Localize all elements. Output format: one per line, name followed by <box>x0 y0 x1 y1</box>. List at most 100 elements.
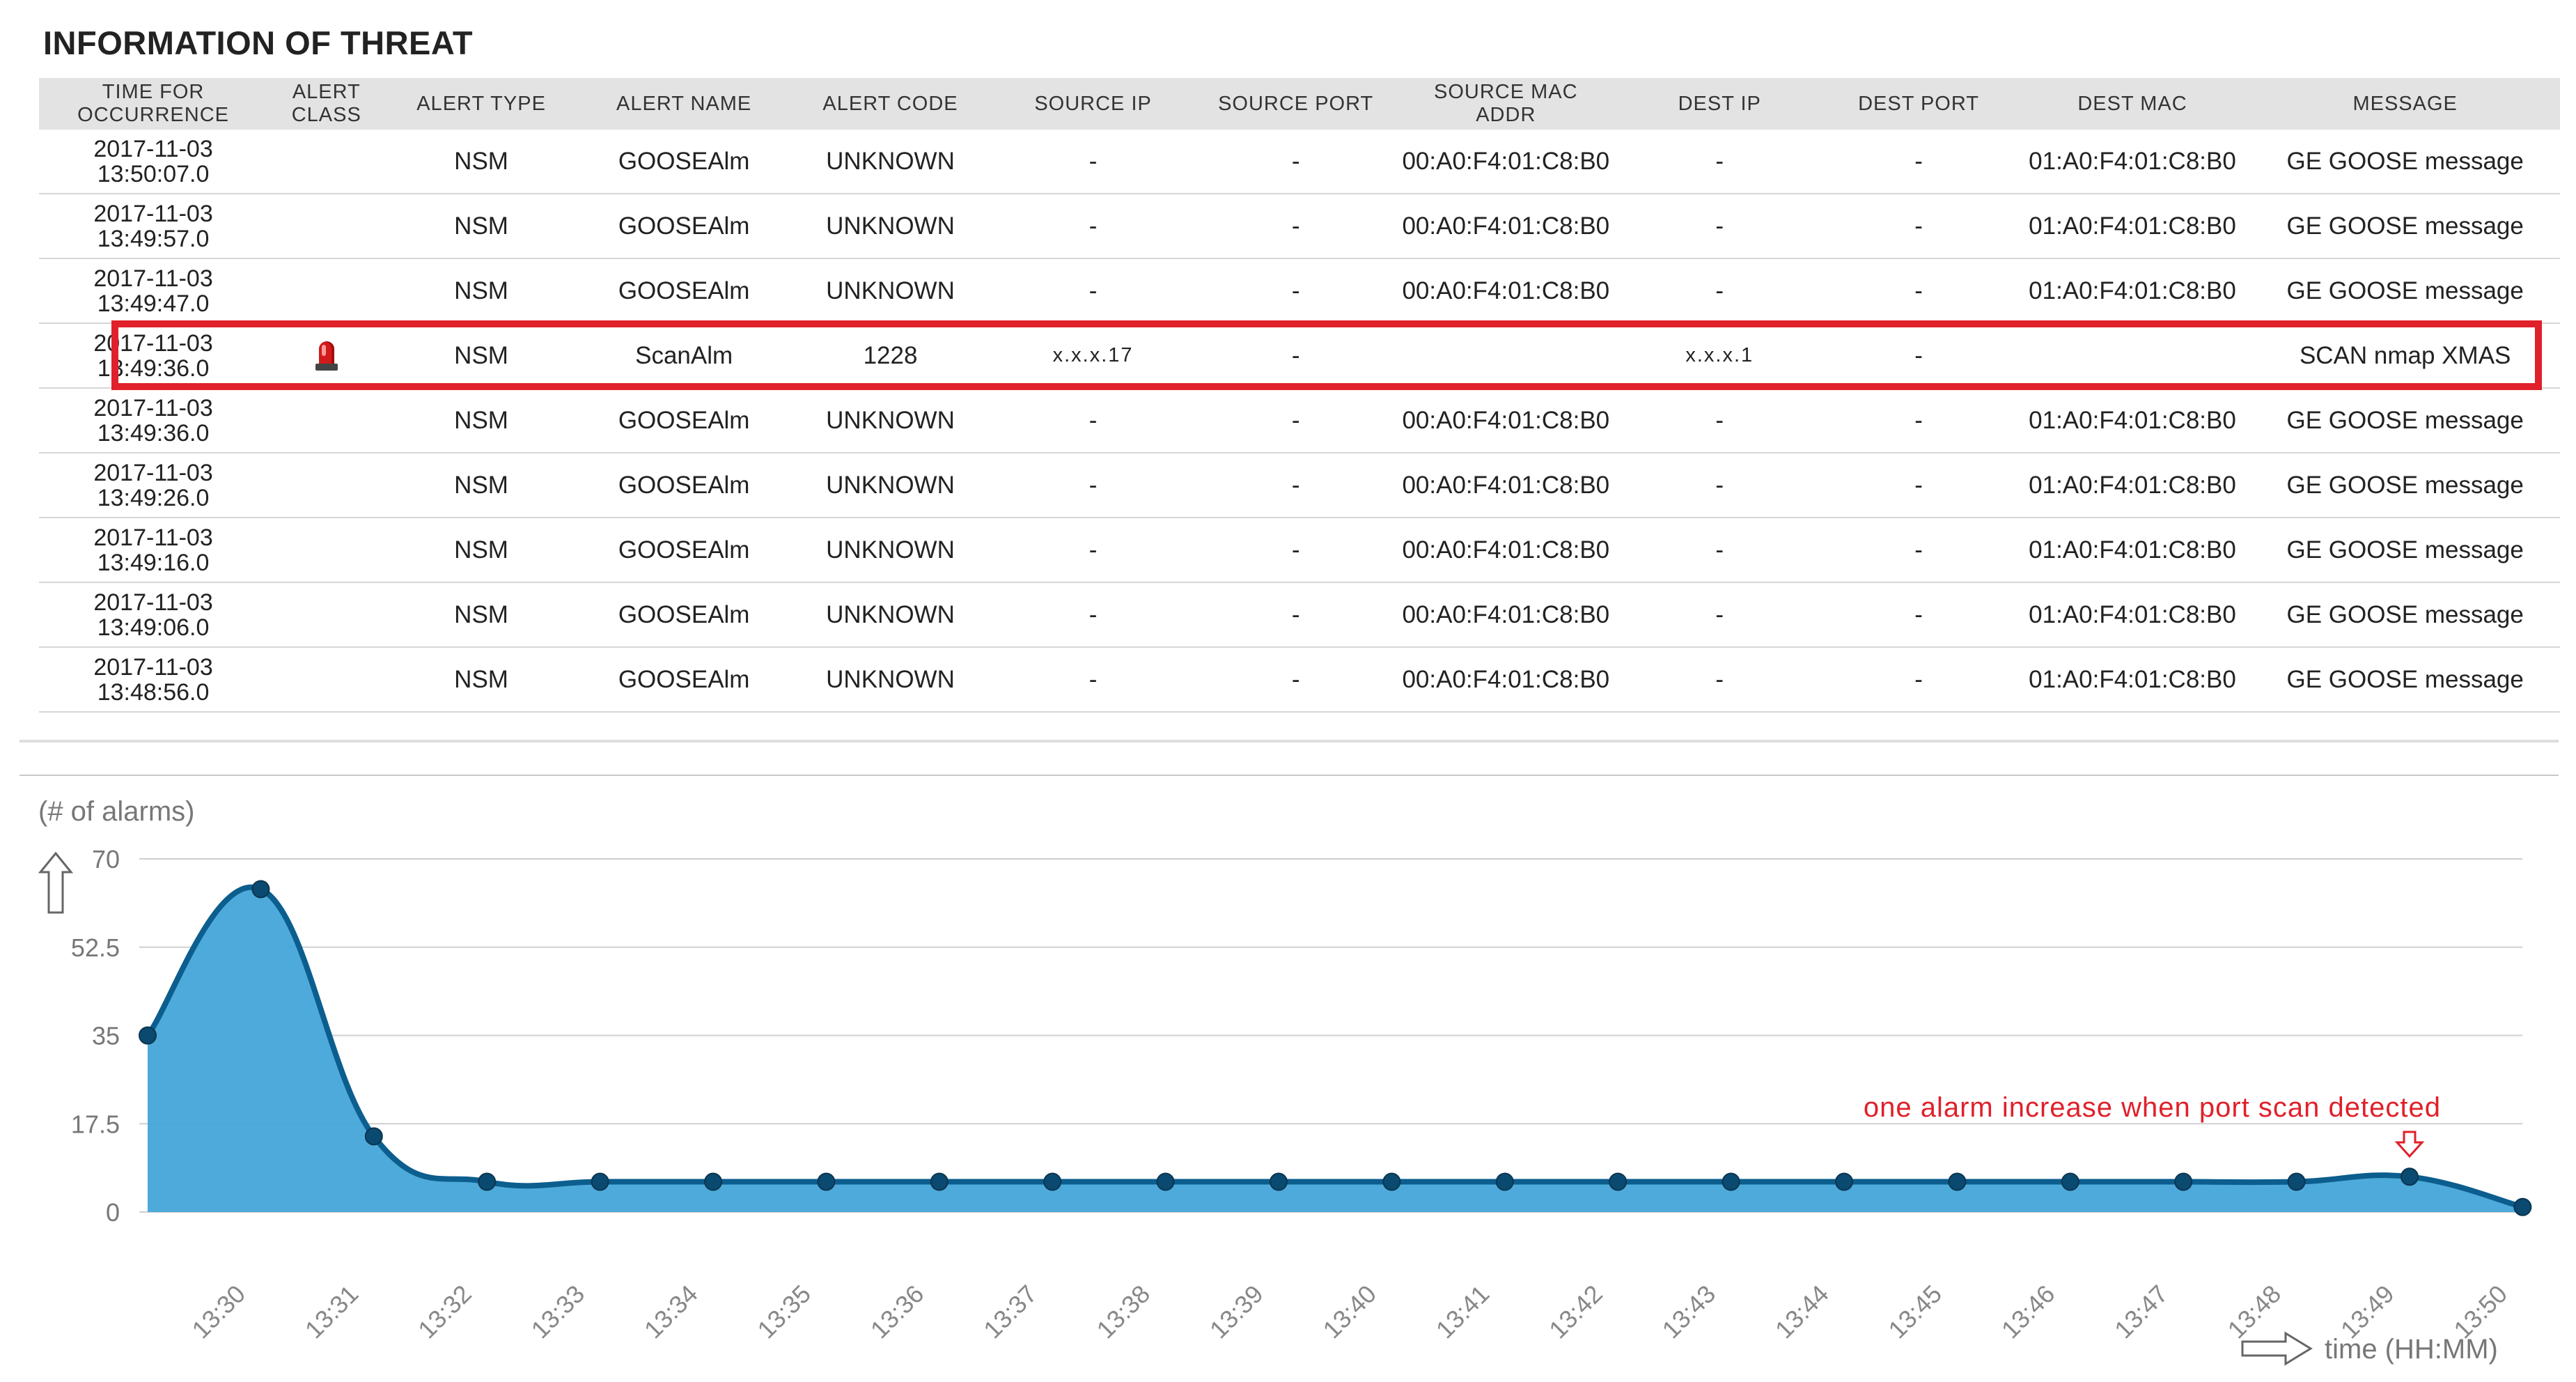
x-tick-label: 13:38 <box>1091 1280 1156 1344</box>
column-header-time[interactable]: TIME FOR OCCURRENCE <box>39 78 268 130</box>
data-point[interactable] <box>1722 1172 1740 1191</box>
alert-code-cell: UNKNOWN <box>790 194 990 259</box>
table-row[interactable]: 2017-11-03 13:49:26.0 NSM GOOSEAlm UNKNOWN -… <box>39 453 2560 518</box>
dest-port-cell: - <box>1822 582 2015 648</box>
column-header-source-mac[interactable]: SOURCE MAC ADDR <box>1395 78 1617 130</box>
data-point[interactable] <box>139 1026 157 1045</box>
alert-type-cell: NSM <box>385 194 577 259</box>
x-tick-label: 13:33 <box>526 1280 591 1344</box>
dest-mac-cell: 01:A0:F4:01:C8:B0 <box>2014 130 2251 194</box>
data-point[interactable] <box>1835 1172 1853 1191</box>
threat-table: TIME FOR OCCURRENCE ALERT CLASS ALERT TY… <box>39 78 2560 713</box>
alert-class-cell <box>267 453 386 518</box>
alert-type-cell: NSM <box>385 582 577 648</box>
down-arrow-icon <box>2394 1131 2425 1158</box>
x-axis-label: time (HH:MM) <box>2325 1334 2498 1365</box>
data-point[interactable] <box>251 880 270 899</box>
alert-code-cell: 1228 <box>790 323 990 389</box>
message-cell: GE GOOSE message <box>2250 258 2560 324</box>
table-row[interactable]: 2017-11-03 13:49:06.0 NSM GOOSEAlm UNKNOWN -… <box>39 582 2560 648</box>
data-point[interactable] <box>1156 1172 1175 1191</box>
message-cell: GE GOOSE message <box>2250 518 2560 583</box>
time-cell: 2017-11-03 13:49:36.0 <box>39 323 268 389</box>
time-cell: 2017-11-03 13:49:16.0 <box>39 518 268 583</box>
source-mac-cell: 00:A0:F4:01:C8:B0 <box>1395 453 1617 518</box>
alert-type-cell: NSM <box>385 388 577 453</box>
source-mac-cell: 00:A0:F4:01:C8:B0 <box>1395 130 1617 194</box>
alert-type-cell: NSM <box>385 453 577 518</box>
alert-type-cell: NSM <box>385 647 577 713</box>
x-tick-label: 13:37 <box>978 1280 1043 1344</box>
table-row-scan-alert[interactable]: 2017-11-03 13:49:36.0 NSM ScanAlm 1228 x.x.x… <box>39 323 2560 389</box>
y-tick-label: 17.5 <box>71 1110 120 1138</box>
alert-code-cell: UNKNOWN <box>790 388 990 453</box>
column-header-source-port[interactable]: SOURCE PORT <box>1196 78 1396 130</box>
up-arrow-icon <box>38 851 74 914</box>
time-cell: 2017-11-03 13:49:36.0 <box>39 388 268 453</box>
divider <box>19 775 2559 776</box>
source-ip-cell: - <box>990 518 1196 583</box>
column-header-dest-ip[interactable]: DEST IP <box>1616 78 1823 130</box>
table-row[interactable]: 2017-11-03 13:49:47.0 NSM GOOSEAlm UNKNOWN -… <box>39 258 2560 324</box>
alert-class-cell <box>267 130 386 194</box>
column-header-source-ip[interactable]: SOURCE IP <box>990 78 1196 130</box>
data-point[interactable] <box>2401 1167 2419 1186</box>
alert-code-cell: UNKNOWN <box>790 130 990 194</box>
x-tick-label: 13:34 <box>639 1280 703 1344</box>
threat-table-body: 2017-11-03 13:50:07.0 NSM GOOSEAlm UNKNOWN -… <box>39 130 2560 713</box>
source-ip-cell: - <box>990 582 1196 648</box>
table-row[interactable]: 2017-11-03 13:49:16.0 NSM GOOSEAlm UNKNOWN -… <box>39 518 2560 583</box>
dest-mac-cell <box>2014 323 2251 389</box>
column-header-dest-mac[interactable]: DEST MAC <box>2014 78 2251 130</box>
message-cell: GE GOOSE message <box>2250 453 2560 518</box>
y-tick-label: 70 <box>92 845 120 874</box>
data-point[interactable] <box>591 1172 609 1191</box>
data-point[interactable] <box>364 1127 383 1146</box>
alarm-count-chart: 0 17.5 35 52.5 70 (# of alarms) 13:30 13:31 13:3… <box>38 796 2532 1366</box>
data-point[interactable] <box>2287 1172 2306 1191</box>
data-point[interactable] <box>2513 1197 2532 1216</box>
data-point[interactable] <box>478 1172 497 1191</box>
message-cell: GE GOOSE message <box>2250 194 2560 259</box>
column-header-message[interactable]: MESSAGE <box>2250 78 2560 130</box>
dest-port-cell: - <box>1822 518 2015 583</box>
data-point[interactable] <box>1382 1172 1401 1191</box>
table-row[interactable]: 2017-11-03 13:48:56.0 NSM GOOSEAlm UNKNOWN -… <box>39 647 2560 713</box>
source-ip-cell: - <box>990 453 1196 518</box>
alert-name-cell: GOOSEAlm <box>577 582 791 648</box>
table-row[interactable]: 2017-11-03 13:49:57.0 NSM GOOSEAlm UNKNOWN -… <box>39 194 2560 259</box>
time-cell: 2017-11-03 13:50:07.0 <box>39 130 268 194</box>
column-header-alert-code[interactable]: ALERT CODE <box>790 78 990 130</box>
alert-class-cell <box>267 388 386 453</box>
table-row[interactable]: 2017-11-03 13:50:07.0 NSM GOOSEAlm UNKNOWN -… <box>39 130 2560 194</box>
data-point[interactable] <box>817 1172 836 1191</box>
dest-ip-cell: - <box>1616 518 1823 583</box>
column-header-dest-port[interactable]: DEST PORT <box>1822 78 2015 130</box>
time-cell: 2017-11-03 13:49:47.0 <box>39 258 268 324</box>
data-point[interactable] <box>704 1172 722 1191</box>
y-tick-label: 35 <box>92 1022 120 1050</box>
column-header-alert-class[interactable]: ALERT CLASS <box>267 78 386 130</box>
alert-code-cell: UNKNOWN <box>790 258 990 324</box>
alert-type-cell: NSM <box>385 518 577 583</box>
column-header-alert-name[interactable]: ALERT NAME <box>577 78 791 130</box>
data-point[interactable] <box>1948 1172 1967 1191</box>
dest-ip-cell: x.x.x.1 <box>1616 323 1823 389</box>
data-point[interactable] <box>1609 1172 1627 1191</box>
data-point[interactable] <box>2061 1172 2079 1191</box>
data-point[interactable] <box>1270 1172 1288 1191</box>
data-point[interactable] <box>2174 1172 2193 1191</box>
table-row[interactable]: 2017-11-03 13:49:36.0 NSM GOOSEAlm UNKNOWN -… <box>39 388 2560 453</box>
source-ip-cell: - <box>990 194 1196 259</box>
time-cell: 2017-11-03 13:49:26.0 <box>39 453 268 518</box>
data-point[interactable] <box>930 1172 949 1191</box>
data-point[interactable] <box>1043 1172 1062 1191</box>
data-point[interactable] <box>1495 1172 1514 1191</box>
right-arrow-icon <box>2241 1331 2313 1366</box>
alert-name-cell: ScanAlm <box>577 323 791 389</box>
column-header-alert-type[interactable]: ALERT TYPE <box>385 78 577 130</box>
source-mac-cell <box>1395 323 1617 389</box>
source-ip-cell: - <box>990 258 1196 324</box>
source-port-cell: - <box>1196 647 1396 713</box>
